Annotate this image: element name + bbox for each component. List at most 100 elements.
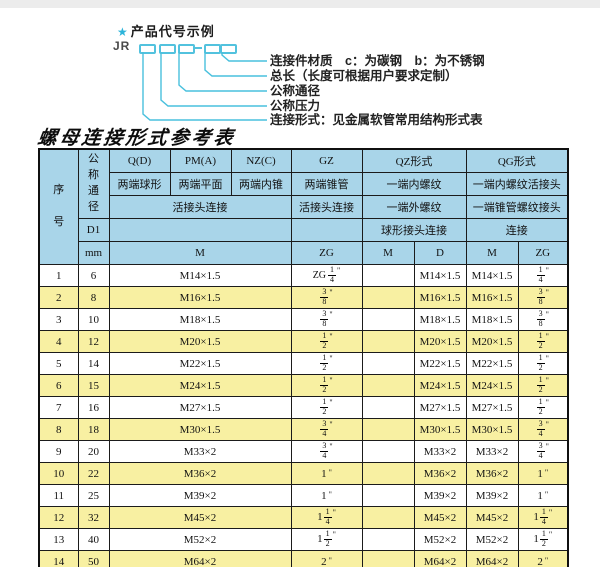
- qz-d-cell: M14×1.5: [413, 264, 467, 287]
- m-thread-cell: M24×1.5: [108, 374, 292, 397]
- qg-m-cell: M30×1.5: [465, 418, 519, 441]
- qg-m-cell: M27×1.5: [465, 396, 519, 419]
- code-dash: [194, 47, 202, 49]
- qg-m-cell: M39×2: [465, 484, 519, 507]
- table-row: 2 8 M16×1.5 3 8 " M16×1.5 M16×1.5 3 8 ": [38, 286, 569, 309]
- m-thread-cell: M27×1.5: [108, 396, 292, 419]
- th-nz-desc: 两端内锥: [230, 172, 292, 196]
- qg-m-cell: M64×2: [465, 550, 519, 567]
- table-row: 3 10 M18×1.5 3 8 " M18×1.5 M18×1.5 3 8 ": [38, 308, 569, 331]
- diagram-title-text: 产品代号示例: [130, 24, 215, 39]
- m-thread-cell: M16×1.5: [108, 286, 292, 309]
- table-body: 1 6 M14×1.5 ZG 1 4 " M14×1.5 M14×1.5 1 4 " 2 8 M16×1.5…: [38, 264, 569, 567]
- mm-cell: 20: [77, 440, 110, 463]
- qz-m-cell: [361, 374, 415, 397]
- diagram-label-material: 连接件材质 c：为碳钢 b：为不锈钢: [270, 54, 485, 68]
- header-row-units: mm M ZG M D M ZG: [39, 241, 569, 265]
- m-thread-cell: M36×2: [108, 462, 292, 485]
- header-row-desc1: 两端球形 两端平面 两端内锥 两端锥管 一端内螺纹 一端内螺纹活接头: [39, 172, 569, 196]
- diagram-label-length: 总长（长度可根据用户要求定制）: [270, 69, 458, 83]
- qz-d-cell: M18×1.5: [413, 308, 467, 331]
- table-row: 6 15 M24×1.5 1 2 " M24×1.5 M24×1.5 1 2 ": [38, 374, 569, 397]
- mm-cell: 18: [77, 418, 110, 441]
- mm-cell: 50: [77, 550, 110, 567]
- header-row-desc2: 活接头连接 活接头连接 一端外螺纹 一端锥管螺纹接头: [39, 195, 569, 219]
- m-thread-cell: M14×1.5: [108, 264, 292, 287]
- qg-m-cell: M24×1.5: [465, 374, 519, 397]
- mm-cell: 32: [77, 506, 110, 529]
- th-gz-desc: 两端锥管: [290, 172, 363, 196]
- mm-cell: 25: [77, 484, 110, 507]
- qz-d-cell: M27×1.5: [413, 396, 467, 419]
- th-pm: PM(A): [169, 148, 232, 173]
- th-pm-desc: 两端平面: [169, 172, 232, 196]
- qg-m-cell: M45×2: [465, 506, 519, 529]
- th-qz-desc2: 一端外螺纹: [361, 195, 467, 219]
- qz-m-cell: [361, 286, 415, 309]
- qg-zg-cell: 1 2 ": [517, 330, 569, 353]
- m-thread-cell: M45×2: [108, 506, 292, 529]
- diagram-label-connection: 连接形式：见金属软管常用结构形式表: [270, 113, 483, 127]
- connector-lines: [142, 52, 267, 121]
- qz-m-cell: [361, 550, 415, 567]
- qg-zg-cell: 1 2 ": [517, 374, 569, 397]
- th-seq: 序 号: [38, 148, 79, 265]
- th-qg: QG形式: [465, 148, 569, 173]
- row-number-cell: 2: [38, 286, 79, 309]
- qz-m-cell: [361, 528, 415, 551]
- mm-cell: 22: [77, 462, 110, 485]
- th-m1: M: [108, 241, 292, 265]
- qz-d-cell: M30×1.5: [413, 418, 467, 441]
- mm-cell: 6: [77, 264, 110, 287]
- qz-m-cell: [361, 418, 415, 441]
- qz-d-cell: M64×2: [413, 550, 467, 567]
- qg-zg-cell: 1 2 ": [517, 352, 569, 375]
- product-code-diagram: ★ 产品代号示例 JR 连接件材质 c：为碳钢 b：为不锈钢 总长（长度可根据用户…: [0, 0, 600, 132]
- row-number-cell: 7: [38, 396, 79, 419]
- qz-m-cell: [361, 484, 415, 507]
- qg-m-cell: M16×1.5: [465, 286, 519, 309]
- mm-cell: 14: [77, 352, 110, 375]
- qz-d-cell: M20×1.5: [413, 330, 467, 353]
- nut-connection-table: 序 号 公 称 通 径 Q(D) PM(A) NZ(C) GZ QZ形式 QG形…: [38, 148, 570, 567]
- gz-cell: 3 4 ": [290, 440, 363, 463]
- gz-cell: 1 2 ": [290, 330, 363, 353]
- qz-m-cell: [361, 440, 415, 463]
- code-box-pressure: [159, 44, 176, 54]
- qg-zg-cell: 3 4 ": [517, 418, 569, 441]
- th-gz-conn: 活接头连接: [290, 195, 363, 219]
- table-row: 7 16 M27×1.5 1 2 " M27×1.5 M27×1.5 1 2 ": [38, 396, 569, 419]
- th-qg-desc2: 一端锥管螺纹接头: [465, 195, 569, 219]
- mm-cell: 16: [77, 396, 110, 419]
- qg-zg-cell: 1 ": [517, 462, 569, 485]
- table-title: 螺母连接形式参考表: [36, 128, 238, 149]
- table-row: 10 22 M36×2 1 " M36×2 M36×2 1 ": [38, 462, 569, 485]
- th-zg1: ZG: [290, 241, 363, 265]
- qg-m-cell: M22×1.5: [465, 352, 519, 375]
- th-nominal-diameter-label: 公 称 通 径: [88, 153, 99, 213]
- qz-d-cell: M39×2: [413, 484, 467, 507]
- gz-cell: 1 2 ": [290, 396, 363, 419]
- row-number-cell: 10: [38, 462, 79, 485]
- qg-zg-cell: 3 4 ": [517, 440, 569, 463]
- th-empty-union: [108, 218, 292, 242]
- th-nz: NZ(C): [230, 148, 292, 173]
- qg-zg-cell: 1 2 ": [517, 396, 569, 419]
- header-row-d1: D1 球形接头连接 连接: [39, 218, 569, 242]
- th-qg-conn: 连接: [465, 218, 569, 242]
- th-qz-conn: 球形接头连接: [361, 218, 467, 242]
- row-number-cell: 1: [38, 264, 79, 287]
- th-gz: GZ: [290, 148, 363, 173]
- qg-m-cell: M52×2: [465, 528, 519, 551]
- qz-m-cell: [361, 330, 415, 353]
- code-box-connection: [139, 44, 156, 54]
- th-zg2: ZG: [517, 241, 569, 265]
- qz-m-cell: [361, 396, 415, 419]
- qg-m-cell: M18×1.5: [465, 308, 519, 331]
- th-empty-gz: [290, 218, 363, 242]
- row-number-cell: 4: [38, 330, 79, 353]
- th-nominal-diameter: 公 称 通 径: [77, 148, 110, 219]
- m-thread-cell: M64×2: [108, 550, 292, 567]
- table-row: 4 12 M20×1.5 1 2 " M20×1.5 M20×1.5 1 2 ": [38, 330, 569, 353]
- qz-d-cell: M22×1.5: [413, 352, 467, 375]
